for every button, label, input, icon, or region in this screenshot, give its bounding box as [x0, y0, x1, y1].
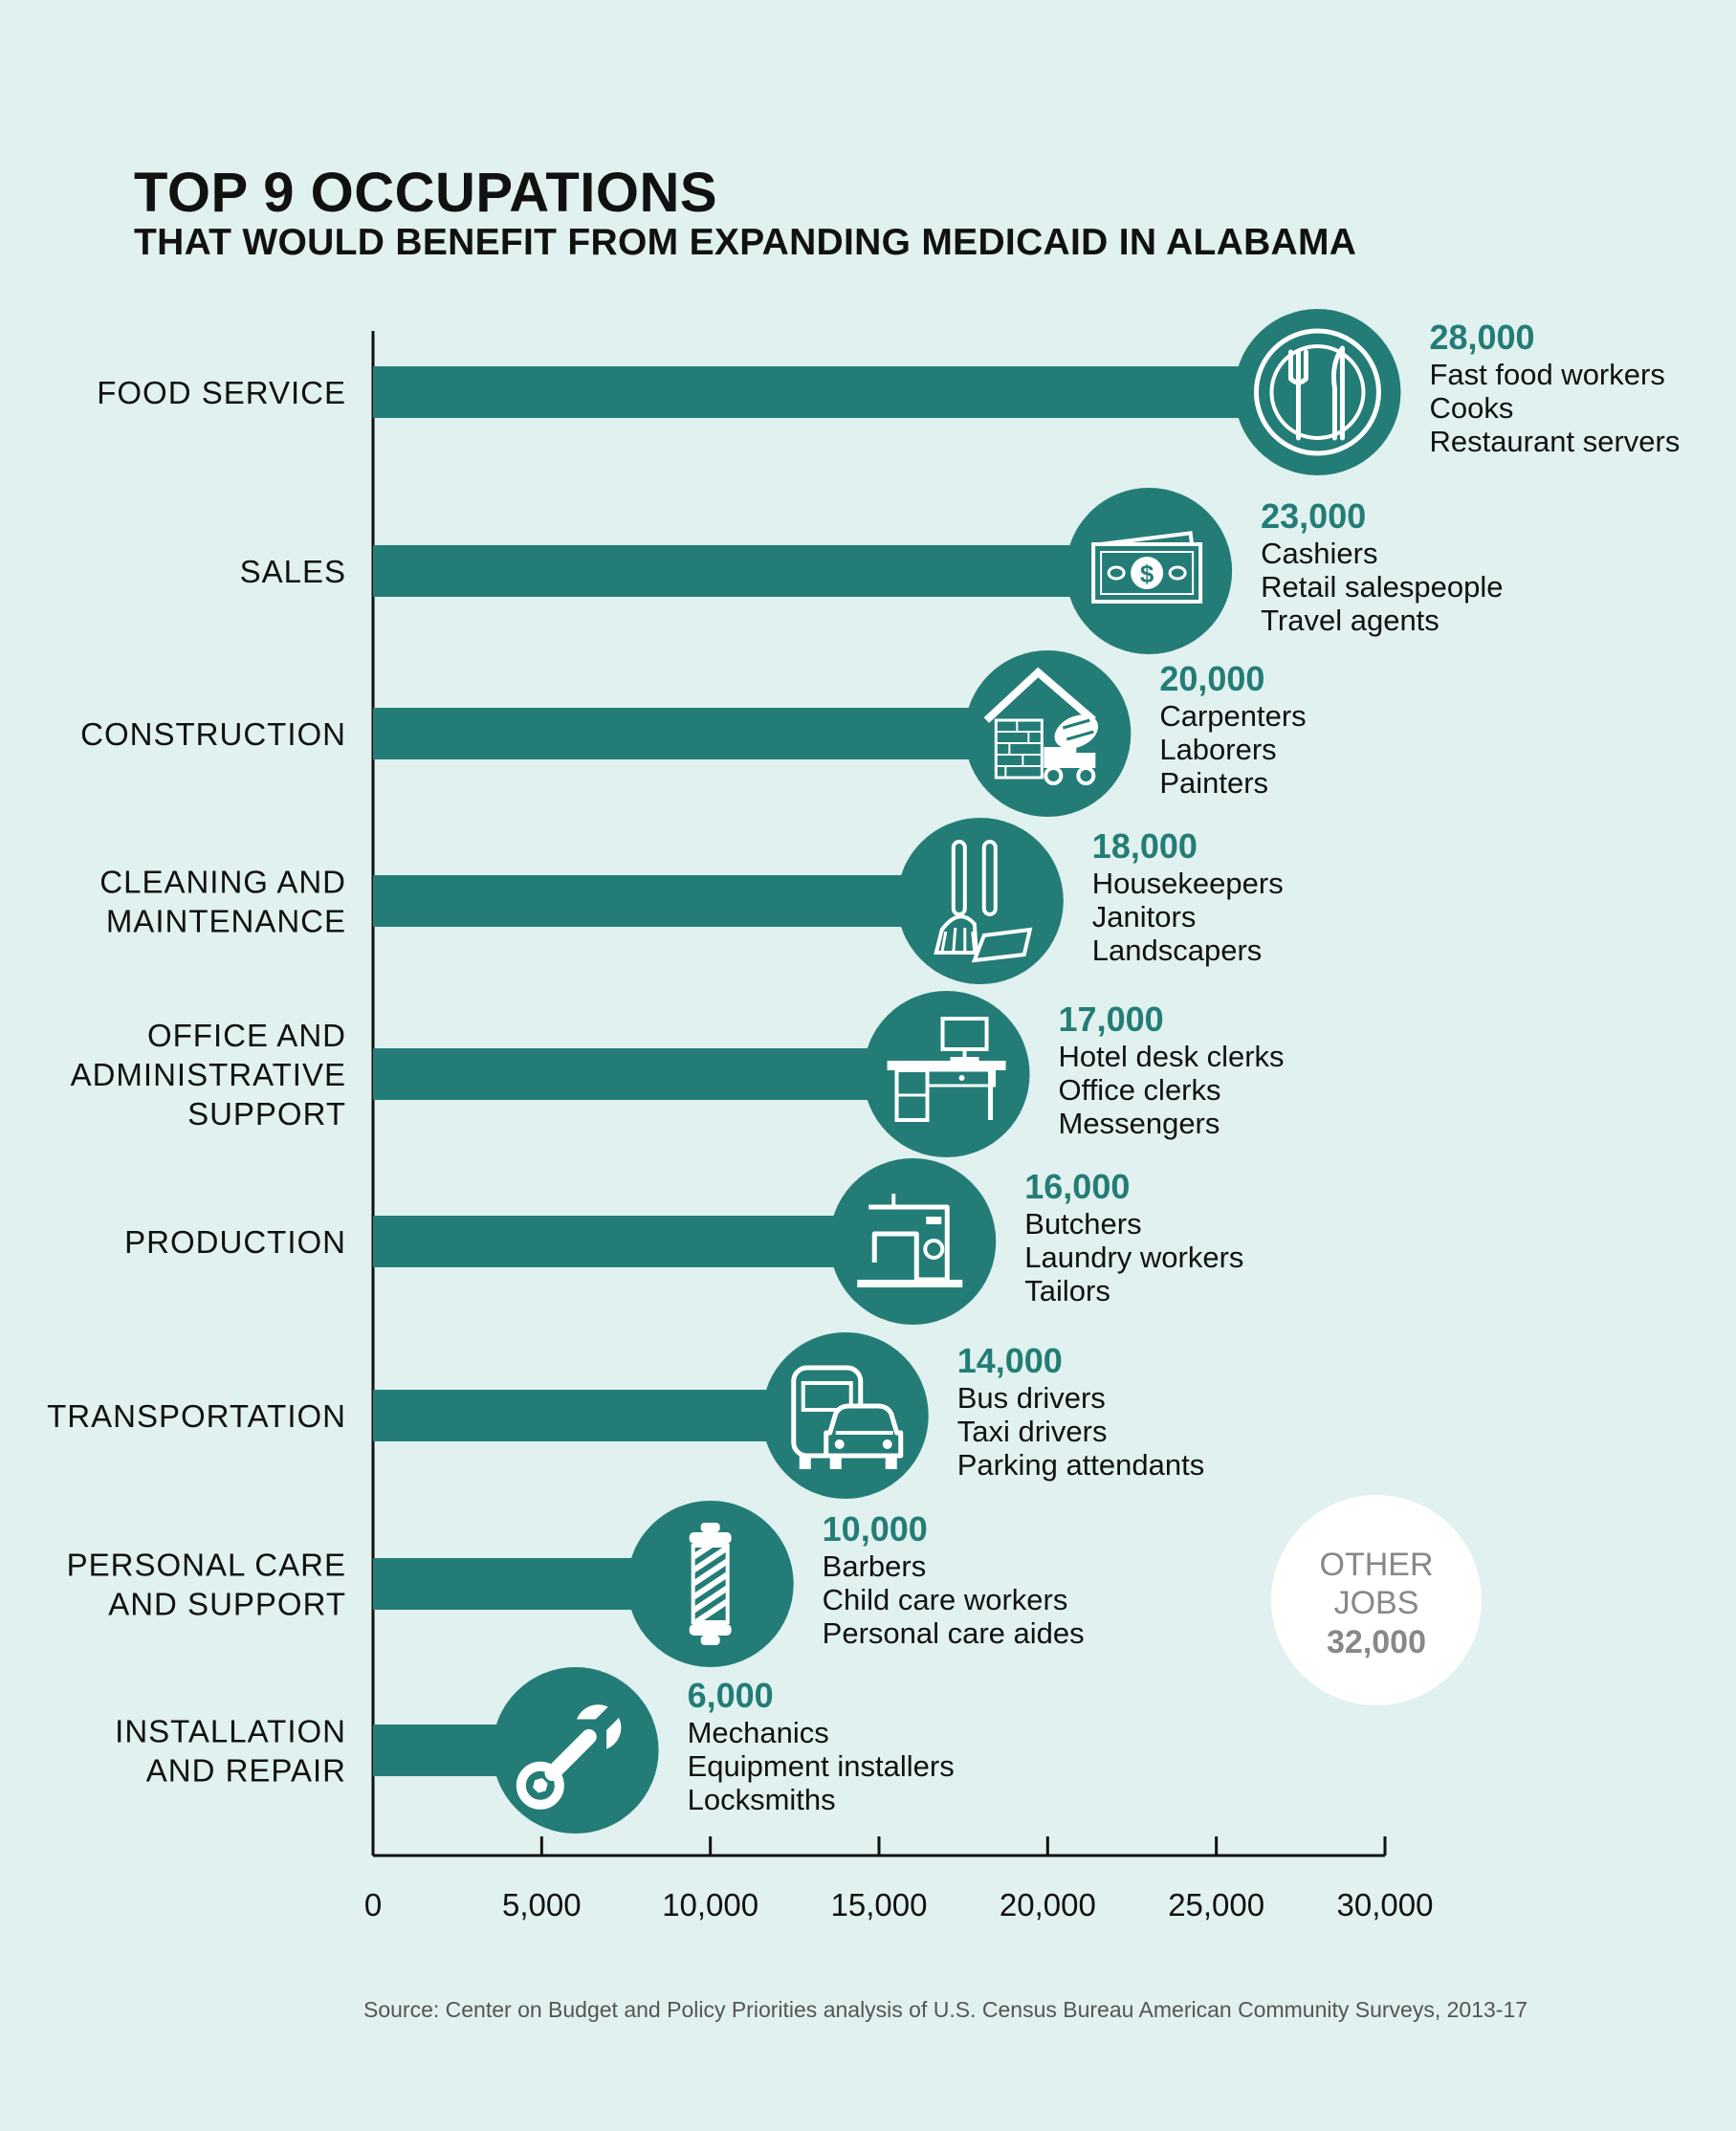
- icon-circle: [1234, 309, 1401, 475]
- house-cement-mixer-icon: [983, 667, 1099, 785]
- category-label: PERSONAL CARE: [67, 1548, 346, 1583]
- bar: [373, 875, 980, 927]
- icon-circle: [964, 650, 1132, 817]
- other-jobs-value: 32,000: [1327, 1624, 1426, 1660]
- icon-circle: [863, 991, 1030, 1157]
- example-occupation: Housekeepers: [1092, 867, 1284, 900]
- example-occupation: Taxi drivers: [957, 1415, 1108, 1448]
- x-tick-label: 30,000: [1337, 1887, 1434, 1922]
- example-occupation: Hotel desk clerks: [1059, 1040, 1285, 1073]
- category-label: SUPPORT: [187, 1096, 346, 1131]
- category-label: AND REPAIR: [146, 1753, 346, 1789]
- source-note: Source: Center on Budget and Policy Prio…: [363, 1997, 1528, 2022]
- example-occupation: Restaurant servers: [1429, 425, 1680, 458]
- example-occupation: Janitors: [1092, 900, 1197, 934]
- category-label: AND SUPPORT: [108, 1587, 346, 1622]
- example-occupation: Retail salespeople: [1261, 570, 1503, 604]
- category-label: SALES: [240, 554, 346, 589]
- example-occupation: Tailors: [1024, 1274, 1110, 1307]
- value-label: 10,000: [823, 1509, 928, 1549]
- example-occupation: Travel agents: [1261, 604, 1439, 637]
- category-label: FOOD SERVICE: [97, 375, 346, 410]
- example-occupation: Messengers: [1059, 1107, 1220, 1140]
- example-occupation: Office clerks: [1059, 1073, 1221, 1107]
- category-label: TRANSPORTATION: [47, 1398, 346, 1434]
- example-occupation: Butchers: [1024, 1207, 1141, 1241]
- other-jobs-circle: [1271, 1495, 1482, 1705]
- other-jobs-label: OTHER: [1320, 1547, 1434, 1583]
- sewing-machine-icon: [857, 1194, 963, 1287]
- example-occupation: Painters: [1159, 766, 1268, 800]
- category-label: CLEANING AND: [99, 865, 346, 900]
- chart-title: TOP 9 OCCUPATIONS: [134, 162, 718, 224]
- x-tick-label: 0: [364, 1887, 382, 1922]
- x-tick-label: 10,000: [662, 1887, 758, 1922]
- x-tick-label: 20,000: [1000, 1887, 1096, 1922]
- chart-subtitle: THAT WOULD BENEFIT FROM EXPANDING MEDICA…: [134, 222, 1357, 263]
- category-label: OFFICE AND: [147, 1018, 346, 1053]
- value-label: 16,000: [1024, 1167, 1130, 1206]
- dollar-bill-icon: $: [1091, 531, 1203, 604]
- category-label: INSTALLATION: [115, 1714, 346, 1749]
- bar: [373, 366, 1318, 418]
- category-label: PRODUCTION: [124, 1224, 346, 1260]
- value-label: 17,000: [1059, 1000, 1164, 1039]
- wrench-icon: [516, 1703, 624, 1810]
- example-occupation: Bus drivers: [957, 1381, 1106, 1415]
- example-occupation: Locksmiths: [688, 1783, 836, 1816]
- example-occupation: Personal care aides: [823, 1616, 1085, 1650]
- svg-text:$: $: [1140, 560, 1154, 588]
- example-occupation: Carpenters: [1159, 699, 1306, 733]
- bar: [373, 545, 1150, 597]
- example-occupation: Parking attendants: [957, 1448, 1205, 1482]
- mop-dustpan-icon: [934, 840, 1033, 963]
- example-occupation: Cashiers: [1261, 537, 1377, 570]
- value-label: 23,000: [1261, 496, 1366, 536]
- bar: [373, 1216, 913, 1267]
- value-label: 28,000: [1429, 318, 1534, 357]
- example-occupation: Fast food workers: [1429, 358, 1664, 391]
- example-occupation: Barbers: [823, 1549, 927, 1583]
- example-occupation: Cooks: [1429, 391, 1513, 425]
- value-label: 20,000: [1159, 659, 1264, 698]
- bar: [373, 1048, 947, 1100]
- value-label: 6,000: [688, 1676, 774, 1715]
- icon-circle: [829, 1158, 997, 1325]
- x-tick-label: 15,000: [831, 1887, 928, 1922]
- fork-knife-plate-icon: [1253, 328, 1381, 456]
- x-tick-label: 25,000: [1168, 1887, 1264, 1922]
- value-label: 14,000: [957, 1341, 1063, 1380]
- example-occupation: Laborers: [1159, 733, 1276, 766]
- example-occupation: Laundry workers: [1024, 1241, 1243, 1274]
- bar: [373, 708, 1048, 759]
- example-occupation: Equipment installers: [688, 1749, 955, 1783]
- bus-taxi-icon: [791, 1365, 904, 1469]
- example-occupation: Child care workers: [823, 1583, 1068, 1616]
- barber-pole-icon: [689, 1523, 732, 1645]
- value-label: 18,000: [1092, 826, 1198, 866]
- example-occupation: Landscapers: [1092, 934, 1263, 967]
- example-occupation: Mechanics: [688, 1716, 829, 1749]
- category-label: MAINTENANCE: [106, 904, 346, 939]
- other-jobs-label: JOBS: [1334, 1585, 1419, 1621]
- x-tick-label: 5,000: [502, 1887, 582, 1922]
- category-label: CONSTRUCTION: [80, 716, 346, 752]
- category-label: ADMINISTRATIVE: [71, 1057, 346, 1092]
- desk-computer-icon: [887, 1017, 1006, 1122]
